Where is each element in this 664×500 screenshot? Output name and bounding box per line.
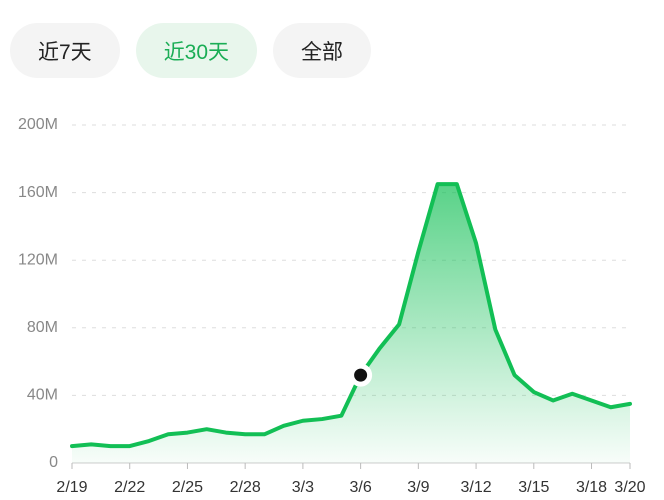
x-tick-label: 2/22 (114, 479, 145, 496)
y-tick-label: 200M (18, 116, 58, 133)
x-tick-label: 2/25 (172, 479, 203, 496)
x-tick-label: 2/19 (56, 479, 87, 496)
x-tick-label: 3/9 (407, 479, 429, 496)
range-tab[interactable]: 近7天 (10, 23, 120, 78)
x-tick-label: 3/15 (518, 479, 549, 496)
y-tick-label: 80M (27, 319, 58, 336)
y-tick-label: 160M (18, 184, 58, 201)
x-tick-label: 3/18 (576, 479, 607, 496)
range-tab[interactable]: 近30天 (135, 23, 258, 78)
highlight-point (349, 363, 373, 387)
y-tick-label: 0 (49, 454, 58, 471)
line (70, 182, 632, 449)
y-tick-label: 120M (18, 251, 58, 268)
y-tick-label: 40M (27, 387, 58, 404)
x-tick-label: 2/28 (230, 479, 261, 496)
x-tick-label: 3/20 (614, 479, 645, 496)
x-tick-label: 3/12 (460, 479, 491, 496)
range-tab[interactable]: 全部 (273, 23, 372, 78)
area-fill (72, 184, 630, 463)
tab-bar: 近7天 近30天 全部 (10, 23, 372, 78)
x-tick-label: 3/3 (292, 479, 314, 496)
x-tick-label: 3/6 (349, 479, 371, 496)
